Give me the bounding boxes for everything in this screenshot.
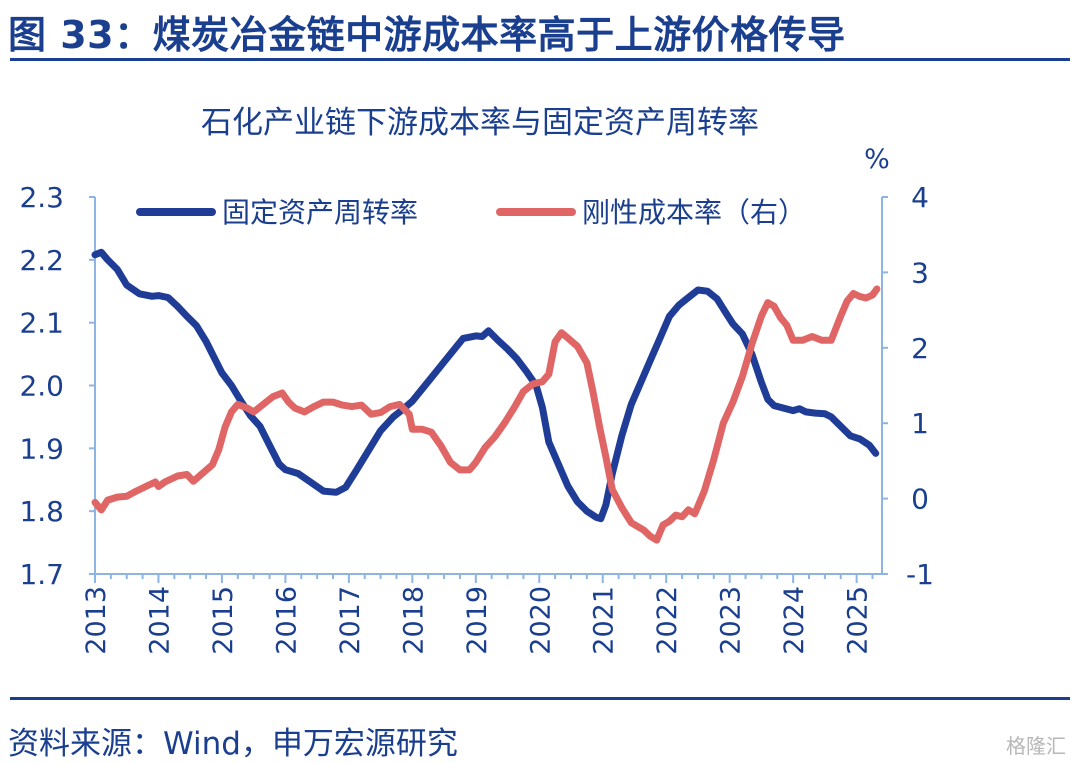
left-tick-label: 1.8 [19,495,64,528]
source-note: 资料来源：Wind，申万宏源研究 [8,726,458,762]
x-tick-label: 2017 [335,586,366,655]
legend-label: 刚性成本率（右） [582,196,806,229]
watermark: 格隆汇 [1006,734,1066,758]
left-tick-label: 2.0 [19,370,64,403]
series-line-right [91,285,881,544]
left-tick-label: 2.1 [19,307,64,340]
figure-title: 图 33：煤炭冶金链中游成本率高于上游价格传导 [8,13,846,57]
right-tick-label: 3 [911,256,929,289]
x-tick-label: 2021 [589,586,620,655]
x-tick-label: 2023 [716,586,747,655]
chart-title: 石化产业链下游成本率与固定资产周转率 [201,105,759,141]
title-divider [10,58,1070,61]
right-tick-label: -1 [906,558,934,591]
right-tick-label: 1 [911,407,929,440]
x-tick-label: 2020 [525,586,556,655]
left-tick-label: 1.7 [19,558,64,591]
right-axis-unit: % [864,144,890,175]
x-tick-label: 2018 [398,586,429,655]
right-tick-label: 0 [911,483,929,516]
x-tick-label: 2016 [271,586,302,655]
left-tick-label: 1.9 [19,432,64,465]
x-tick-label: 2015 [208,586,239,655]
x-tick-label: 2013 [81,586,112,655]
right-tick-label: 4 [911,181,929,214]
footer-divider [10,697,1070,700]
legend-label: 固定资产周转率 [222,196,418,229]
x-tick-label: 2025 [843,586,874,655]
x-tick-label: 2022 [652,586,683,655]
left-tick-label: 2.3 [19,181,64,214]
right-tick-label: 2 [911,332,929,365]
x-tick-label: 2019 [462,586,493,655]
left-tick-label: 2.2 [19,244,64,277]
x-tick-label: 2024 [779,586,810,655]
chart: 石化产业链下游成本率与固定资产周转率% 1.7 1.8 1.9 2.0 2.1 2.2 2.3… [19,105,934,655]
x-tick-label: 2014 [144,586,175,655]
series-line-left [91,248,880,523]
